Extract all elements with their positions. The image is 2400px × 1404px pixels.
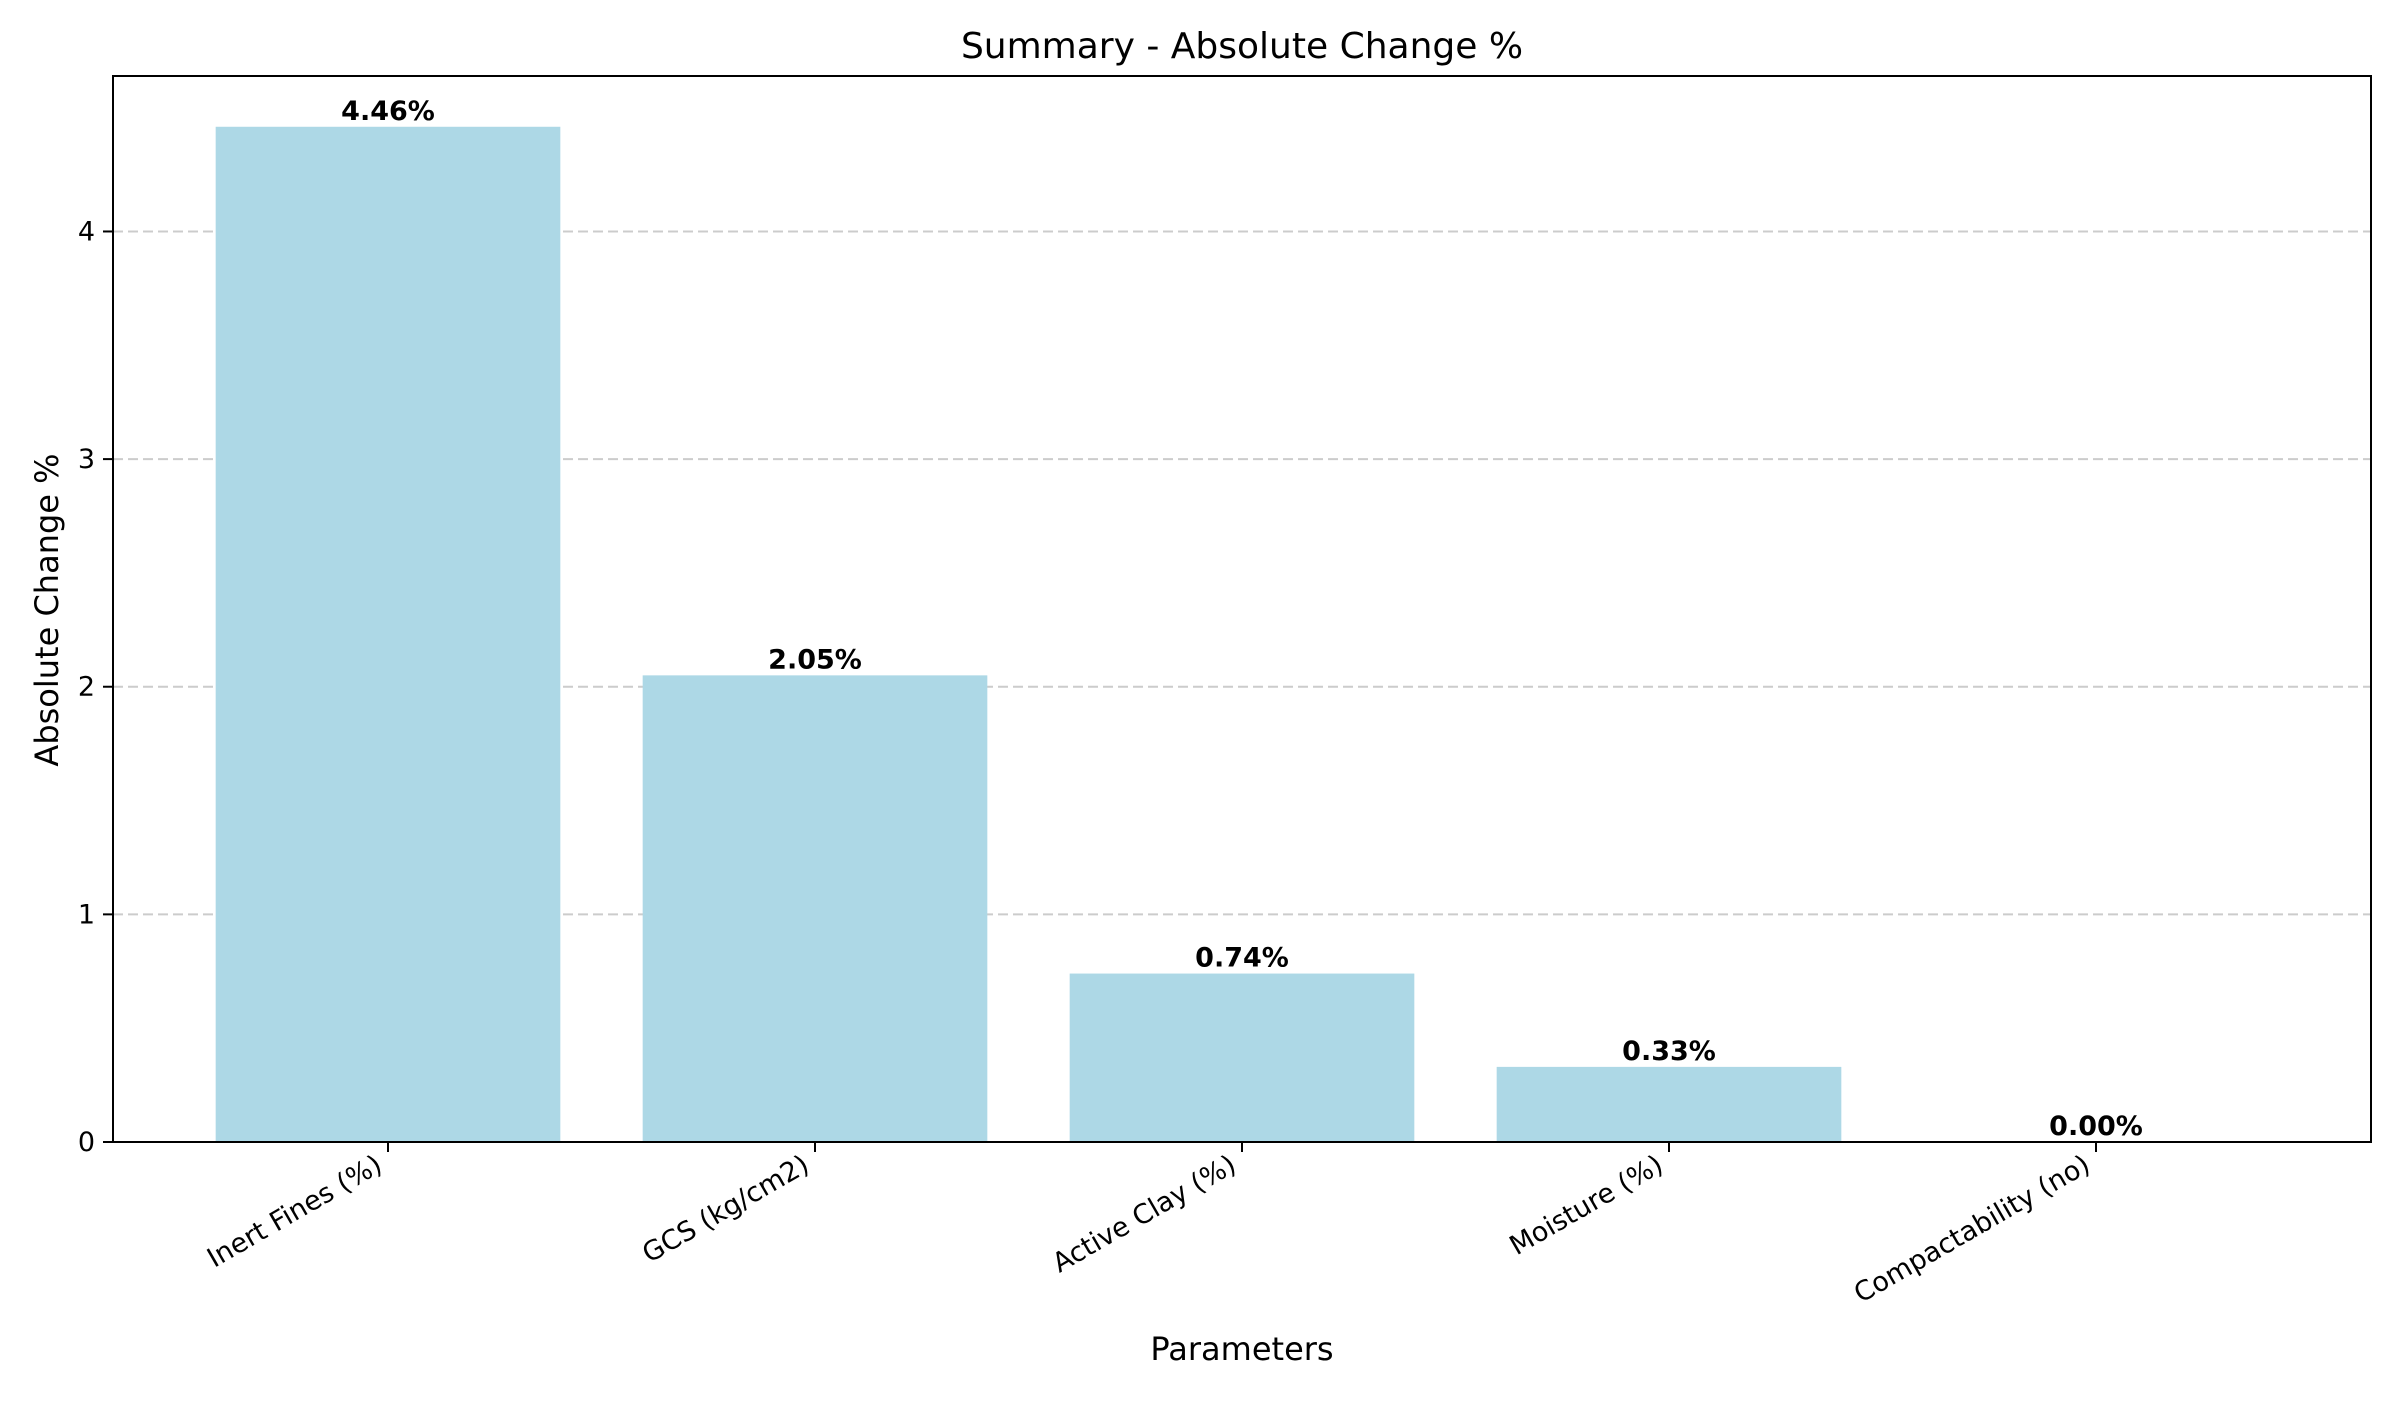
- bar-value-label: 0.74%: [1195, 943, 1289, 974]
- y-tick-label: 2: [78, 672, 95, 703]
- x-tick-label: GCS (kg/cm2): [637, 1149, 814, 1269]
- x-axis: Inert Fines (%) GCS (kg/cm2) Active Clay (…: [202, 1142, 2097, 1309]
- chart-title: Summary - Absolute Change %: [961, 26, 1523, 67]
- bar: [642, 675, 988, 1142]
- x-axis-label: Parameters: [1150, 1330, 1333, 1368]
- bar: [215, 126, 561, 1142]
- bar-value-label: 4.46%: [341, 96, 435, 127]
- bar-value-label: 2.05%: [768, 644, 862, 675]
- bar-value-label: 0.33%: [1622, 1036, 1716, 1067]
- x-tick-label: Inert Fines (%): [202, 1149, 387, 1274]
- bar: [1069, 973, 1415, 1142]
- bar-value-label: 0.00%: [2049, 1111, 2143, 1142]
- y-tick-label: 1: [78, 899, 95, 930]
- bar: [1496, 1066, 1842, 1142]
- x-tick-label: Compactability (no): [1849, 1149, 2096, 1309]
- bars-layer: [215, 126, 1842, 1142]
- x-tick-label: Active Clay (%): [1047, 1149, 1241, 1279]
- y-tick-label: 3: [78, 444, 95, 475]
- y-axis-label: Absolute Change %: [28, 453, 66, 766]
- x-tick-label: Moisture (%): [1504, 1149, 1668, 1262]
- y-tick-label: 0: [78, 1127, 95, 1158]
- y-axis: 0 1 2 3 4: [78, 216, 113, 1158]
- y-tick-label: 4: [78, 216, 95, 247]
- data-labels-layer: 4.46% 2.05% 0.74% 0.33% 0.00%: [341, 96, 2143, 1142]
